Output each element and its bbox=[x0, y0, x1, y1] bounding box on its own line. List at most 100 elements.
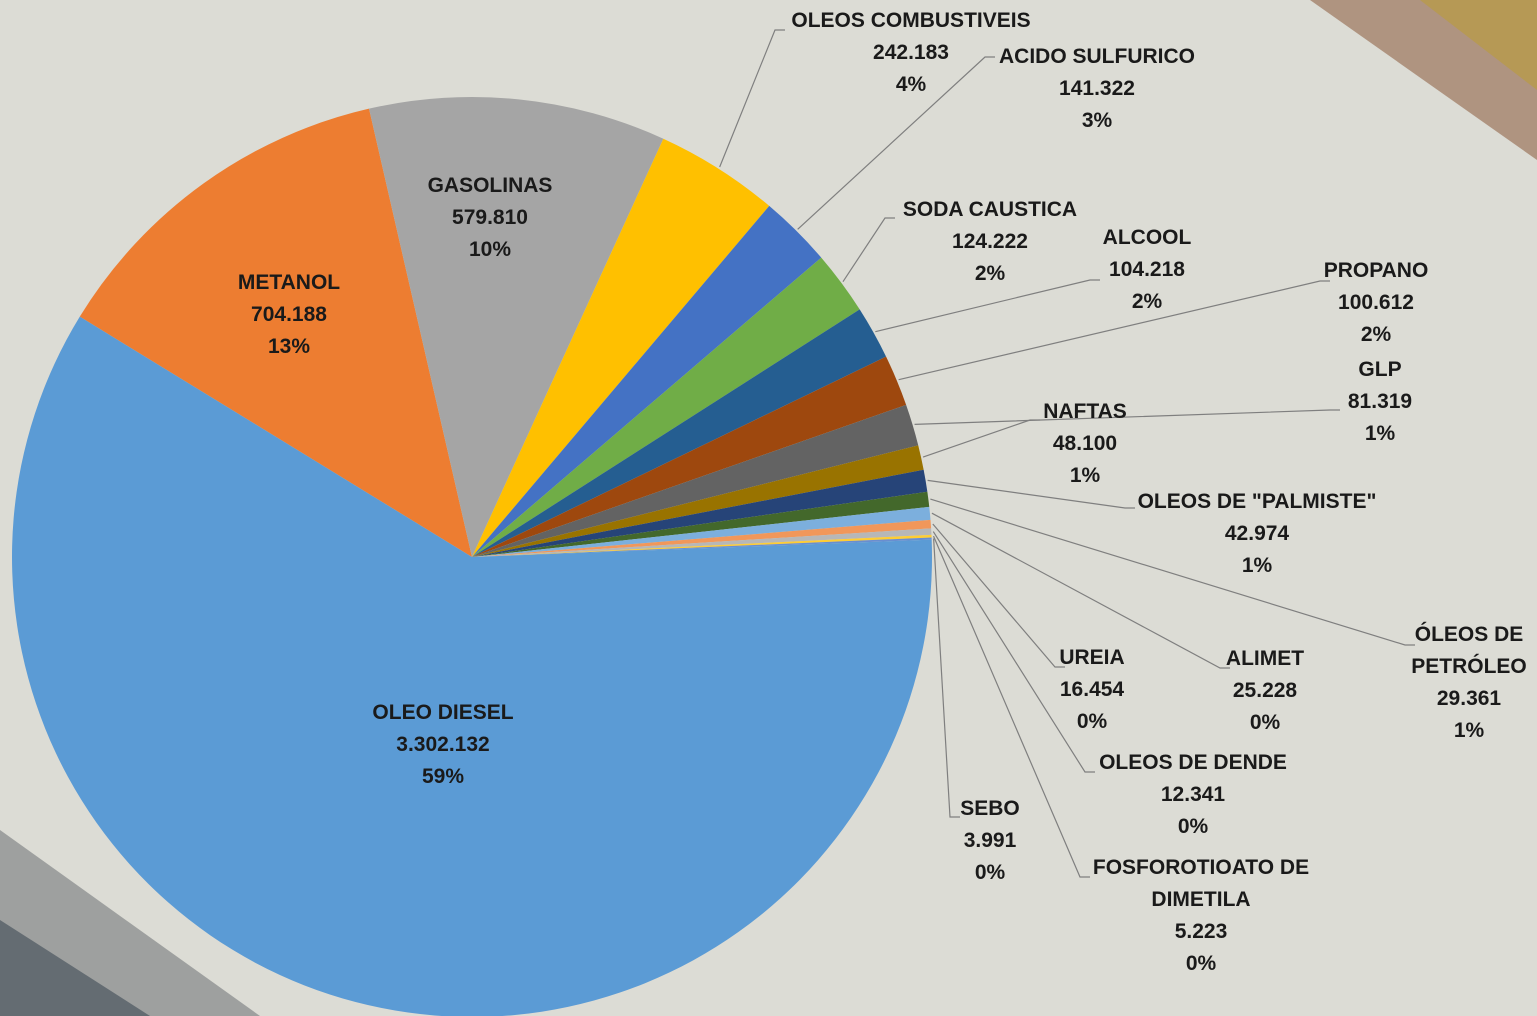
pie-slice bbox=[472, 309, 887, 557]
leader-line bbox=[922, 419, 1040, 458]
value-label: 242.183 bbox=[873, 41, 949, 64]
category-label: SEBO bbox=[960, 797, 1020, 820]
pie-slice bbox=[79, 108, 472, 557]
value-label: 16.454 bbox=[1059, 678, 1125, 701]
data-label: METANOL 704.188 13% bbox=[189, 267, 389, 363]
category-label: OLEOS DE DENDE bbox=[1099, 751, 1287, 774]
pie-slice bbox=[12, 316, 932, 1016]
data-label: FOSFOROTIOATO DE DIMETILA 5.223 0% bbox=[1076, 852, 1326, 980]
category-label: GASOLINAS bbox=[427, 174, 553, 197]
percent-label: 1% bbox=[1364, 422, 1396, 445]
category-label: METANOL bbox=[237, 271, 341, 294]
percent-label: 1% bbox=[1069, 464, 1101, 487]
pie-slice bbox=[472, 491, 930, 557]
pie-slice bbox=[369, 97, 664, 557]
category-label: ACIDO SULFURICO bbox=[999, 45, 1195, 68]
data-label: GASOLINAS 579.810 10% bbox=[390, 170, 590, 266]
category-label: OLEOS COMBUSTIVEIS bbox=[791, 9, 1031, 32]
data-label: GLP 81.319 1% bbox=[1320, 354, 1440, 450]
category-label: OLEOS DE "PALMISTE" bbox=[1137, 490, 1377, 513]
leader-line bbox=[933, 538, 960, 818]
data-label: OLEOS DE DENDE 12.341 0% bbox=[1083, 747, 1303, 843]
leader-line bbox=[930, 498, 1415, 646]
leader-line bbox=[932, 523, 1065, 668]
value-label: 704.188 bbox=[251, 303, 327, 326]
category-label: UREIA bbox=[1059, 646, 1125, 669]
category-label: OLEO DIESEL bbox=[372, 701, 514, 724]
percent-label: 2% bbox=[1131, 290, 1163, 313]
percent-label: 2% bbox=[1360, 323, 1392, 346]
value-label: 124.222 bbox=[952, 230, 1028, 253]
value-label: 12.341 bbox=[1160, 783, 1226, 806]
pie-slice bbox=[472, 534, 932, 557]
percent-label: 10% bbox=[468, 238, 512, 261]
leader-line bbox=[797, 56, 995, 230]
category-label: GLP bbox=[1358, 358, 1402, 381]
value-label: 29.361 bbox=[1436, 687, 1502, 710]
decor-photo bbox=[0, 920, 150, 1016]
leader-line bbox=[875, 279, 1100, 333]
data-label: OLEO DIESEL 3.302.132 59% bbox=[333, 697, 553, 793]
value-label: 5.223 bbox=[1174, 920, 1228, 943]
percent-label: 59% bbox=[421, 765, 465, 788]
leader-line bbox=[842, 217, 895, 282]
leader-line bbox=[898, 280, 1330, 381]
pie-slice bbox=[472, 205, 822, 558]
value-label: 100.612 bbox=[1338, 291, 1414, 314]
data-label: ACIDO SULFURICO 141.322 3% bbox=[967, 41, 1227, 137]
value-label: 104.218 bbox=[1109, 258, 1185, 281]
percent-label: 0% bbox=[1185, 952, 1217, 975]
value-label: 141.322 bbox=[1059, 77, 1135, 100]
pie-slice bbox=[472, 445, 924, 557]
pie-slice bbox=[472, 519, 932, 557]
data-label: OLEOS DE "PALMISTE" 42.974 1% bbox=[1117, 486, 1397, 582]
value-label: 25.228 bbox=[1232, 679, 1298, 702]
percent-label: 3% bbox=[1081, 109, 1113, 132]
category-label: SODA CAUSTICA bbox=[902, 198, 1078, 221]
percent-label: 13% bbox=[267, 335, 311, 358]
percent-label: 0% bbox=[1249, 711, 1281, 734]
value-label: 48.100 bbox=[1052, 432, 1118, 455]
category-label: NAFTAS bbox=[1043, 400, 1127, 423]
leader-line bbox=[932, 531, 1095, 773]
percent-label: 2% bbox=[974, 262, 1006, 285]
pie-slice bbox=[472, 469, 928, 557]
leader-line bbox=[932, 535, 1090, 878]
data-label: NAFTAS 48.100 1% bbox=[1025, 396, 1145, 492]
leader-line bbox=[719, 29, 785, 168]
pie-slice bbox=[472, 138, 770, 557]
value-label: 579.810 bbox=[452, 206, 528, 229]
data-label: OLEOS COMBUSTIVEIS 242.183 4% bbox=[761, 5, 1061, 101]
leader-line bbox=[931, 512, 1230, 669]
pie-slice bbox=[472, 537, 932, 557]
data-label: ÓLEOS DE PETRÓLEO 29.361 1% bbox=[1404, 619, 1534, 747]
value-label: 3.302.132 bbox=[396, 733, 490, 756]
value-label: 42.974 bbox=[1224, 522, 1290, 545]
pie-slice bbox=[472, 257, 860, 557]
value-label: 81.319 bbox=[1347, 390, 1413, 413]
percent-label: 0% bbox=[974, 861, 1006, 884]
leader-line bbox=[914, 409, 1340, 425]
data-label: SEBO 3.991 0% bbox=[945, 793, 1035, 889]
category-label: ÓLEOS DE PETRÓLEO bbox=[1411, 623, 1527, 678]
data-label: PROPANO 100.612 2% bbox=[1306, 255, 1446, 351]
percent-label: 0% bbox=[1177, 815, 1209, 838]
category-label: ALCOOL bbox=[1102, 226, 1192, 249]
category-label: FOSFOROTIOATO DE DIMETILA bbox=[1092, 856, 1310, 911]
data-label: ALCOOL 104.218 2% bbox=[1077, 222, 1217, 318]
category-label: PROPANO bbox=[1323, 259, 1429, 282]
value-label: 3.991 bbox=[963, 829, 1017, 852]
data-label: SODA CAUSTICA 124.222 2% bbox=[870, 194, 1110, 290]
data-label: UREIA 16.454 0% bbox=[1037, 642, 1147, 738]
leader-line bbox=[927, 479, 1135, 509]
pie-slice bbox=[472, 506, 931, 557]
percent-label: 4% bbox=[895, 73, 927, 96]
data-label: ALIMET 25.228 0% bbox=[1205, 643, 1325, 739]
decor-photo bbox=[1420, 0, 1537, 90]
percent-label: 1% bbox=[1241, 554, 1273, 577]
pie-slice bbox=[472, 404, 919, 557]
pie-slice bbox=[472, 356, 907, 557]
percent-label: 1% bbox=[1453, 719, 1485, 742]
